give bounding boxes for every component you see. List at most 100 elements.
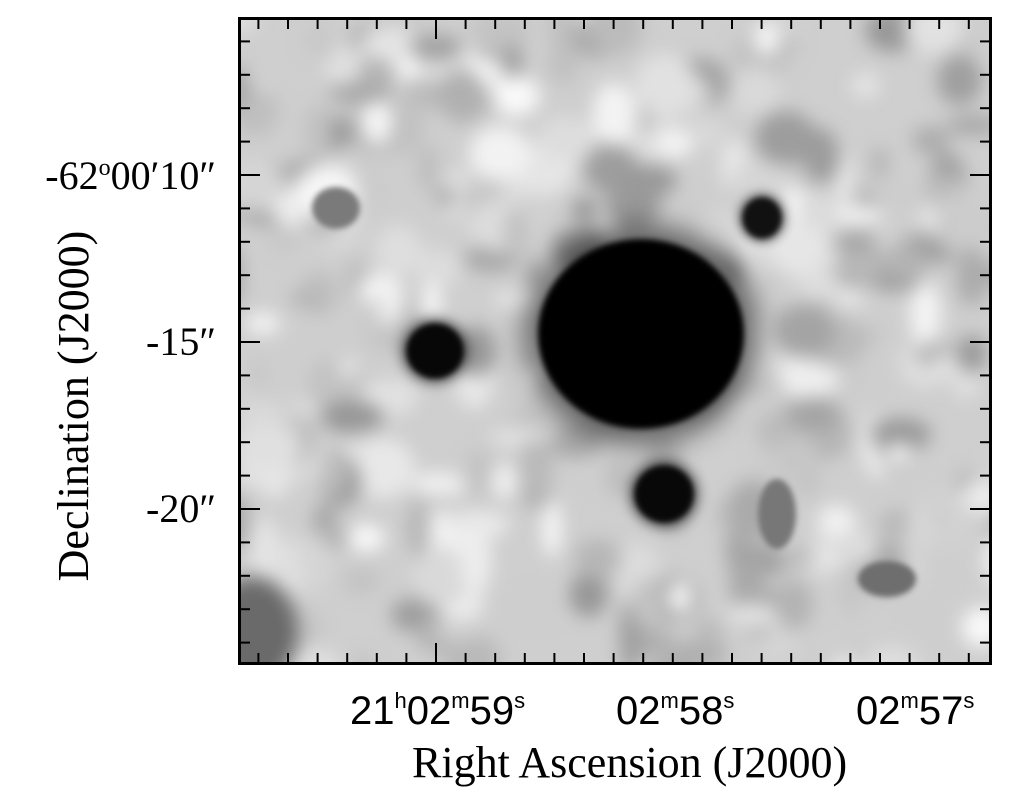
upper-right-source xyxy=(742,197,782,239)
noise-blob xyxy=(542,501,562,557)
noise-blob xyxy=(937,54,982,105)
noise-blob xyxy=(850,72,880,98)
noise-blob xyxy=(503,207,529,260)
noise-blob xyxy=(983,531,992,588)
central-source xyxy=(538,239,744,429)
noise-blob xyxy=(909,282,941,346)
y-axis-label: Declination (J2000) xyxy=(49,230,98,582)
xtick-label-3: 02m57s xyxy=(856,688,975,733)
noise-blob xyxy=(516,592,561,623)
noise-blob xyxy=(633,54,696,117)
noise-blob xyxy=(729,562,765,611)
noise-blob xyxy=(772,303,836,359)
noise-blob xyxy=(417,145,439,193)
noise-blob xyxy=(361,25,419,63)
noise-blob xyxy=(568,571,608,617)
noise-blob xyxy=(877,185,926,208)
noise-blob xyxy=(882,244,927,282)
noise-blob xyxy=(731,66,780,115)
noise-blob xyxy=(289,289,319,309)
noise-blob xyxy=(459,528,492,592)
noise-blob xyxy=(347,524,386,552)
noise-blob xyxy=(376,384,413,417)
noise-blob xyxy=(574,539,622,579)
noise-blob xyxy=(303,103,332,160)
noise-blob xyxy=(469,126,531,181)
noise-blob xyxy=(496,289,545,310)
noise-blob xyxy=(409,35,463,60)
noise-blob xyxy=(657,130,693,159)
lower-source xyxy=(634,465,694,523)
noise-blob xyxy=(342,568,381,595)
noise-blob xyxy=(351,438,415,498)
sources-layer xyxy=(238,17,992,665)
faint-source-left xyxy=(312,187,360,229)
sky-image xyxy=(238,17,992,665)
noise-blob xyxy=(797,127,837,159)
noise-blob xyxy=(905,502,932,553)
noise-blob xyxy=(375,224,423,276)
noise-blob xyxy=(754,23,779,54)
noise-blob xyxy=(303,20,339,60)
noise-blob xyxy=(732,160,790,200)
noise-blob xyxy=(360,96,392,144)
noise-blob xyxy=(238,424,300,469)
noise-blob xyxy=(906,23,942,44)
noise-blob xyxy=(337,357,359,378)
noise-blob xyxy=(841,569,862,616)
noise-blob xyxy=(283,646,345,665)
noise-blob xyxy=(717,394,757,417)
noise-blob xyxy=(932,355,958,375)
faint-source-lower xyxy=(758,479,796,549)
noise-blob xyxy=(313,505,336,530)
noise-blob xyxy=(238,494,249,551)
noise-blob xyxy=(834,205,883,228)
noise-blob xyxy=(245,313,280,334)
noise-blob xyxy=(464,449,493,499)
noise-blob xyxy=(440,69,486,123)
noise-blob xyxy=(546,47,580,84)
noise-blob xyxy=(422,279,441,327)
noise-blob xyxy=(885,443,913,463)
noise-blob xyxy=(321,400,384,434)
noise-blob xyxy=(780,543,815,569)
axes-frame xyxy=(238,17,992,665)
noise-blob xyxy=(984,445,992,478)
noise-blob xyxy=(921,554,968,574)
noise-blob xyxy=(694,617,723,646)
xtick-label-2: 02m58s xyxy=(616,688,735,733)
noise-blob xyxy=(962,487,992,512)
noise-blob xyxy=(935,191,980,253)
ytick-label-2: -15″ xyxy=(146,319,216,364)
noise-blob xyxy=(833,151,854,216)
noise-blob xyxy=(490,464,518,499)
faint-source-right xyxy=(858,561,916,597)
noise-blob xyxy=(504,41,523,84)
noise-blob xyxy=(977,213,992,237)
noise-blob xyxy=(347,653,379,665)
noise-blob xyxy=(435,186,455,206)
noise-blob xyxy=(679,187,713,208)
noise-blob xyxy=(433,619,480,642)
noise-blob xyxy=(833,249,880,292)
noise-blob xyxy=(238,401,288,426)
noise-blob xyxy=(378,290,403,327)
noise-blob xyxy=(328,82,390,105)
left-source xyxy=(406,323,464,379)
noise-blob xyxy=(570,197,599,224)
noise-blob xyxy=(846,533,877,564)
noise-blob xyxy=(869,146,889,180)
noise-blob xyxy=(519,438,553,500)
noise-blob xyxy=(859,645,923,665)
noise-blob xyxy=(413,249,464,286)
noise-blob xyxy=(470,17,533,46)
noise-blob xyxy=(829,655,863,665)
noise-blob xyxy=(984,512,992,550)
noise-blob xyxy=(619,615,640,665)
noise-blob xyxy=(323,439,348,499)
noise-blob xyxy=(774,578,814,630)
sky-image-frame: -62o00′10″ -15″ -20″ 21h02m59s 02m58s 02… xyxy=(45,17,992,733)
ytick-label-3: -20″ xyxy=(146,486,216,531)
x-axis-label: Right Ascension (J2000) xyxy=(412,738,848,787)
noise-blob xyxy=(817,505,857,539)
